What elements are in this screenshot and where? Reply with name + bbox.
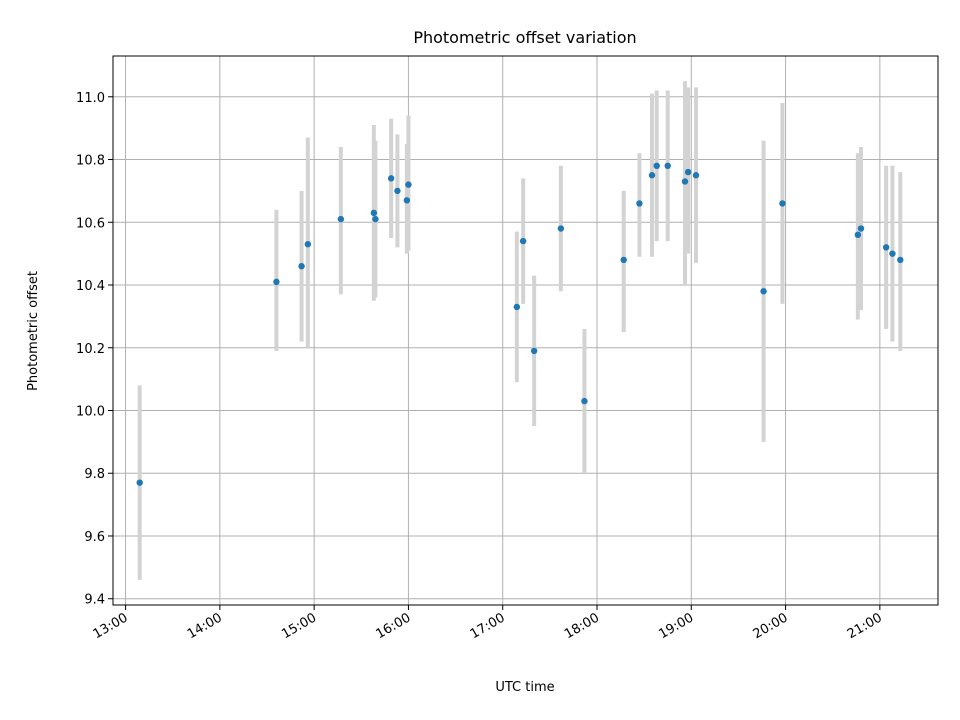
x-axis-label: UTC time bbox=[495, 680, 554, 695]
x-tick-label: 14:00 bbox=[185, 610, 225, 642]
data-point bbox=[636, 200, 643, 207]
x-tick-label: 18:00 bbox=[562, 610, 602, 642]
data-point bbox=[372, 215, 379, 223]
data-point bbox=[684, 168, 692, 176]
data-point bbox=[857, 225, 865, 232]
data-point bbox=[882, 244, 890, 251]
data-point bbox=[648, 172, 656, 179]
data-point bbox=[405, 181, 412, 188]
y-tick-label: 10.6 bbox=[76, 216, 105, 231]
data-point bbox=[273, 278, 280, 286]
data-point bbox=[620, 256, 627, 264]
data-point bbox=[557, 225, 565, 232]
y-tick-label: 9.4 bbox=[84, 593, 105, 608]
x-tick-label: 21:00 bbox=[845, 610, 885, 642]
grid-layer bbox=[113, 56, 938, 605]
data-point bbox=[779, 200, 786, 207]
data-point bbox=[681, 178, 689, 185]
x-axis-ticks: 13:00 14:00 15:00 16:00 17:00 18:00 19:00 20:00… bbox=[91, 605, 885, 642]
data-point bbox=[304, 241, 312, 248]
errorbar-layer bbox=[137, 81, 903, 580]
data-point bbox=[403, 197, 411, 204]
data-point bbox=[136, 479, 143, 486]
y-axis-ticks: 9.4 9.6 9.8 10.0 10.2 10.4 10.6 10.8 11.0 bbox=[76, 91, 113, 608]
data-point bbox=[530, 347, 538, 355]
y-tick-label: 10.0 bbox=[76, 404, 105, 419]
data-point bbox=[513, 303, 521, 311]
data-point bbox=[897, 256, 904, 264]
data-point bbox=[387, 175, 395, 182]
x-tick-label: 13:00 bbox=[91, 610, 131, 642]
data-point bbox=[394, 187, 401, 195]
data-point bbox=[760, 288, 767, 295]
y-tick-label: 10.8 bbox=[76, 154, 105, 169]
y-tick-label: 10.4 bbox=[76, 279, 105, 294]
data-point bbox=[889, 250, 896, 257]
y-tick-label: 11.0 bbox=[76, 91, 105, 106]
chart-title: Photometric offset variation bbox=[413, 28, 636, 47]
y-tick-label: 9.8 bbox=[84, 467, 105, 482]
y-tick-label: 10.2 bbox=[76, 342, 105, 357]
y-tick-label: 9.6 bbox=[84, 530, 105, 545]
data-point bbox=[653, 162, 660, 169]
data-point bbox=[854, 231, 862, 239]
x-tick-label: 19:00 bbox=[656, 610, 696, 642]
data-point bbox=[519, 237, 527, 245]
data-point bbox=[581, 397, 588, 405]
data-point bbox=[664, 162, 671, 169]
data-point bbox=[298, 262, 305, 270]
data-point bbox=[370, 209, 378, 217]
x-tick-label: 20:00 bbox=[751, 610, 791, 642]
data-point bbox=[337, 215, 345, 223]
y-axis-label: Photometric offset bbox=[26, 271, 41, 391]
x-tick-label: 17:00 bbox=[468, 610, 508, 642]
point-layer bbox=[136, 162, 904, 486]
x-tick-label: 16:00 bbox=[373, 610, 413, 642]
x-tick-label: 15:00 bbox=[279, 610, 319, 642]
plot-frame bbox=[112, 55, 939, 606]
data-point bbox=[692, 172, 700, 179]
